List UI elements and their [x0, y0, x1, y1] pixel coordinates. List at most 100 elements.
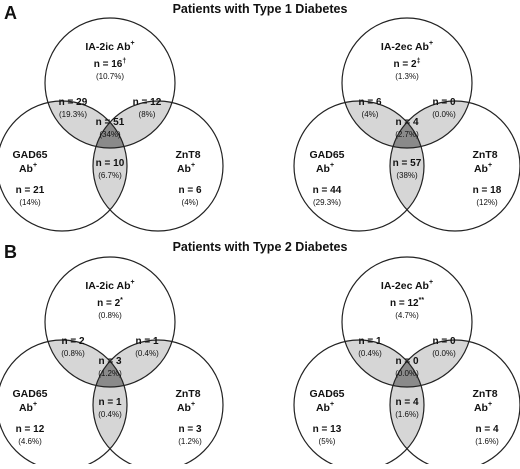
set-label-left-line2: Ab+: [316, 162, 334, 175]
region-percent-all: (34%): [99, 130, 121, 139]
region-count-all: n = 51: [96, 117, 125, 128]
set-label-left-name: GAD65: [309, 388, 344, 400]
region-count-value-lr: n = 1: [98, 397, 122, 408]
region-count-value-left: n = 21: [16, 185, 45, 196]
region-count-value-tr: n = 12: [133, 97, 162, 108]
region-count-mark-top: †: [122, 58, 126, 65]
region-count-value-tl: n = 6: [358, 97, 382, 108]
region-percent-all: (0.0%): [395, 369, 419, 378]
region-percent-lr: (6.7%): [98, 171, 122, 180]
region-percent-left: (4.6%): [18, 437, 42, 446]
set-circle-outline-right: [92, 339, 224, 469]
region-percent-lr: (38%): [396, 171, 418, 180]
set-label-top: IA-2ic Ab+: [85, 279, 134, 292]
set-label-left-ab: Ab: [19, 402, 33, 414]
set-label-right-name: ZnT8: [472, 149, 497, 161]
region-percent-all: (2.7%): [395, 130, 419, 139]
set-label-right-ab: Ab: [474, 402, 488, 414]
set-label-right-name: ZnT8: [175, 388, 200, 400]
region-percent-right: (1.6%): [475, 437, 499, 446]
set-circle-outline-left: [293, 339, 425, 469]
region-count-lr: n = 57: [393, 158, 422, 169]
overlap-fill-top-left: [45, 101, 127, 148]
region-count-tl: n = 6: [358, 97, 382, 108]
region-count-left: n = 21: [16, 185, 45, 196]
set-label-left-ab: Ab: [316, 402, 330, 414]
region-count-mark-top: **: [419, 297, 425, 304]
overlap-fill-top-right: [93, 340, 175, 387]
region-count-value-right: n = 4: [475, 424, 499, 435]
region-percent-tr: (8%): [139, 110, 156, 119]
region-percent-right: (12%): [476, 198, 498, 207]
region-count-lr: n = 10: [96, 158, 125, 169]
set-label-left-name: GAD65: [12, 149, 47, 161]
region-percent-right: (1.2%): [178, 437, 202, 446]
region-count-top: n = 16†: [94, 58, 127, 70]
region-count-top: n = 12**: [390, 297, 424, 309]
region-count-tl: n = 2: [61, 336, 85, 347]
set-label-top-sup: +: [429, 279, 433, 286]
set-label-top-name: IA-2ec Ab: [381, 41, 429, 53]
region-percent-top: (1.3%): [395, 72, 419, 81]
set-label-right-line2: Ab+: [474, 162, 492, 175]
set-label-left-name: GAD65: [12, 388, 47, 400]
region-count-right: n = 6: [178, 185, 202, 196]
set-label-right-sup: +: [191, 401, 195, 408]
region-percent-left: (29.3%): [313, 198, 341, 207]
region-percent-lr: (1.6%): [395, 410, 419, 419]
region-count-lr: n = 4: [395, 397, 419, 408]
region-percent-tr: (0.4%): [135, 349, 159, 358]
set-label-left-line2: Ab+: [19, 162, 37, 175]
set-label-left-line2: Ab+: [316, 401, 334, 414]
set-label-right-line2: Ab+: [177, 401, 195, 414]
region-percent-tl: (19.3%): [59, 110, 87, 119]
set-label-right-ab: Ab: [474, 163, 488, 175]
region-count-top: n = 2*: [97, 297, 123, 309]
overlap-fill-top-left: [45, 340, 127, 387]
set-circle-outline-left: [0, 339, 128, 469]
region-count-right: n = 18: [473, 185, 502, 196]
region-percent-tl: (0.8%): [61, 349, 85, 358]
set-label-left-sup: +: [33, 162, 37, 169]
set-label-right-ab: Ab: [177, 163, 191, 175]
region-percent-tr: (0.0%): [432, 349, 456, 358]
region-count-value-all: n = 3: [98, 356, 122, 367]
region-count-value-all: n = 0: [395, 356, 419, 367]
region-percent-top: (0.8%): [98, 311, 122, 320]
set-label-left-sup: +: [330, 401, 334, 408]
region-percent-top: (4.7%): [395, 311, 419, 320]
region-count-value-top: n = 2: [394, 59, 418, 70]
panel-title-b: Patients with Type 2 Diabetes: [173, 240, 348, 254]
set-circle-outline-right: [389, 339, 520, 469]
region-percent-tl: (4%): [362, 110, 379, 119]
region-percent-right: (4%): [182, 198, 199, 207]
region-count-value-right: n = 18: [473, 185, 502, 196]
set-label-top-sup: +: [131, 279, 135, 286]
set-label-top-name: IA-2ic Ab: [85, 280, 130, 292]
region-count-value-lr: n = 4: [395, 397, 419, 408]
overlap-fill-top-right: [390, 101, 472, 148]
set-label-left-name: GAD65: [309, 149, 344, 161]
region-count-mark-top: ‡: [417, 58, 421, 65]
set-circle-outline-top: [341, 256, 473, 388]
region-count-tr: n = 12: [133, 97, 162, 108]
region-count-top: n = 2‡: [394, 58, 421, 70]
region-count-value-tr: n = 1: [135, 336, 159, 347]
region-count-value-left: n = 44: [313, 185, 342, 196]
region-percent-left: (5%): [319, 437, 336, 446]
overlap-fill-top-right: [93, 101, 175, 148]
region-count-value-right: n = 3: [178, 424, 202, 435]
set-label-right-line2: Ab+: [177, 162, 195, 175]
set-circle-outline-top: [44, 17, 176, 149]
region-count-value-all: n = 4: [395, 117, 419, 128]
region-count-value-lr: n = 57: [393, 158, 422, 169]
set-circle-outline-right: [92, 100, 224, 232]
region-count-value-right: n = 6: [178, 185, 202, 196]
region-count-all: n = 0: [395, 356, 419, 367]
set-label-right-sup: +: [488, 401, 492, 408]
